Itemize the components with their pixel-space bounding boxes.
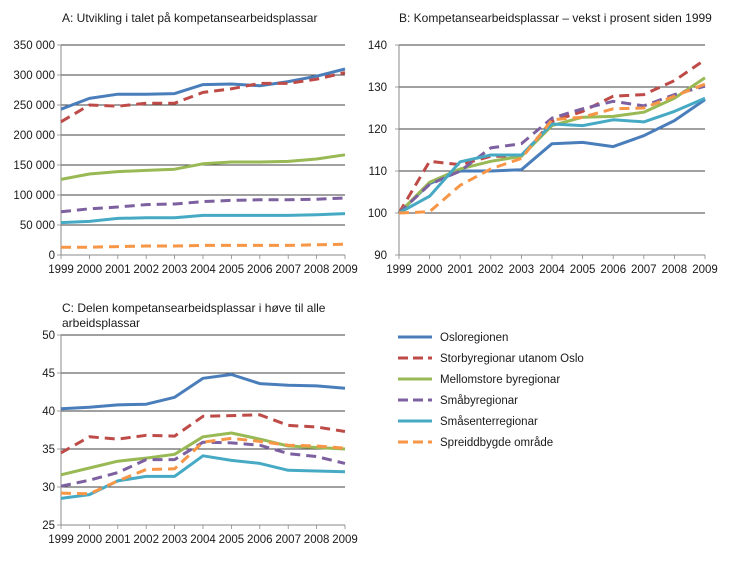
y-tick-label: 140 <box>368 40 387 52</box>
x-tick-label: 2005 <box>219 534 245 546</box>
x-tick-label: 2002 <box>133 534 159 546</box>
x-tick-label: 2001 <box>447 264 473 276</box>
series-line-storbyregionar-utanom-oslo <box>397 58 706 214</box>
x-tick-label: 2003 <box>162 264 188 276</box>
y-tick-label: 130 <box>368 82 387 94</box>
series-line-småbyregionar <box>60 196 346 214</box>
x-tick-label: 1999 <box>48 264 74 276</box>
legend-label: Spreiddbygde område <box>440 437 553 449</box>
x-tick-label: 2001 <box>105 534 131 546</box>
x-tick-label: 2004 <box>190 534 216 546</box>
y-tick-label: 100 <box>368 208 387 220</box>
x-tick-label: 2002 <box>478 264 504 276</box>
panel-c: C: Delen kompetansearbeidsplassar i høve… <box>42 301 358 546</box>
series-line-storbyregionar-utanom-oslo <box>60 413 346 455</box>
x-tick-label: 2007 <box>275 534 301 546</box>
y-tick-label: 90 <box>374 250 387 262</box>
legend-item: Spreiddbygde område <box>398 437 553 449</box>
panel-a: A: Utvikling i talet på kompetansearbeid… <box>13 11 357 276</box>
x-tick-label: 2001 <box>105 264 131 276</box>
x-tick-label: 2007 <box>631 264 657 276</box>
legend-label: Småbyregionar <box>440 395 518 407</box>
x-tick-label: 2008 <box>304 264 330 276</box>
series-line-småsenterregionar <box>60 454 346 500</box>
x-tick-label: 2008 <box>304 534 330 546</box>
legend-label: Storbyregionar utanom Oslo <box>440 353 584 365</box>
legend-item: Osloregionen <box>398 332 508 344</box>
legend-item: Småsenterregionar <box>398 416 538 428</box>
y-tick-label: 0 <box>49 250 55 262</box>
series-line-mellomstore-byregionar <box>60 431 346 477</box>
y-tick-label: 40 <box>42 406 55 418</box>
series-line-storbyregionar-utanom-oslo <box>60 71 346 124</box>
panel-b: B: Kompetansearbeidsplassar – vekst i pr… <box>368 11 718 276</box>
series-line-osloregionen <box>60 67 346 111</box>
x-tick-label: 2003 <box>509 264 535 276</box>
legend-label: Småsenterregionar <box>440 416 538 428</box>
legend-label: Mellomstore byregionar <box>440 374 560 386</box>
legend: Osloregionen Storbyregionar utanom Oslo Me… <box>398 332 584 449</box>
x-tick-label: 2000 <box>77 264 103 276</box>
legend-item: Småbyregionar <box>398 395 518 407</box>
x-tick-label: 2006 <box>600 264 626 276</box>
y-tick-label: 110 <box>369 166 387 178</box>
legend-item: Storbyregionar utanom Oslo <box>398 353 584 365</box>
x-tick-label: 1999 <box>48 534 74 546</box>
series-line-småsenterregionar <box>60 212 346 225</box>
y-tick-label: 25 <box>42 520 55 532</box>
y-tick-label: 250 000 <box>13 100 55 112</box>
series-line-osloregionen <box>60 373 346 411</box>
y-tick-label: 150 000 <box>13 160 55 172</box>
series-line-spreiddbygde-område <box>60 436 346 496</box>
y-tick-label: 50 000 <box>20 220 55 232</box>
y-tick-label: 120 <box>368 124 387 136</box>
series-line-spreiddbygde-område <box>61 242 346 249</box>
y-tick-label: 350 000 <box>13 40 55 52</box>
x-tick-label: 2009 <box>332 264 358 276</box>
y-tick-label: 300 000 <box>13 70 55 82</box>
x-tick-label: 2009 <box>692 264 718 276</box>
panel-title-line2: arbeidsplassar <box>62 316 140 330</box>
series-line-spreiddbygde-område <box>398 82 706 215</box>
y-tick-label: 30 <box>42 482 55 494</box>
y-tick-label: 50 <box>42 330 55 342</box>
x-tick-label: 2005 <box>570 264 596 276</box>
panel-title: A: Utvikling i talet på kompetansearbeid… <box>62 11 317 25</box>
x-tick-label: 2004 <box>539 264 565 276</box>
x-tick-label: 2002 <box>133 264 159 276</box>
x-tick-label: 2006 <box>247 264 273 276</box>
legend-label: Osloregionen <box>440 332 508 344</box>
x-tick-label: 2003 <box>162 534 188 546</box>
y-tick-label: 45 <box>42 368 55 380</box>
x-tick-label: 2008 <box>662 264 688 276</box>
y-tick-label: 100 000 <box>13 190 55 202</box>
series-line-mellomstore-byregionar <box>60 153 346 181</box>
x-tick-label: 2000 <box>417 264 443 276</box>
x-tick-label: 2007 <box>275 264 301 276</box>
y-tick-label: 200 000 <box>13 130 55 142</box>
legend-item: Mellomstore byregionar <box>398 374 560 386</box>
x-tick-label: 2006 <box>247 534 273 546</box>
x-tick-label: 2004 <box>190 264 216 276</box>
panel-title: B: Kompetansearbeidsplassar – vekst i pr… <box>399 11 712 25</box>
x-tick-label: 1999 <box>386 264 412 276</box>
series-line-småbyregionar <box>60 440 346 488</box>
series-line-småsenterregionar <box>398 96 706 215</box>
x-tick-label: 2000 <box>77 534 103 546</box>
x-tick-label: 2009 <box>332 534 358 546</box>
y-tick-label: 35 <box>42 444 55 456</box>
x-tick-label: 2005 <box>219 264 245 276</box>
panel-title: C: Delen kompetansearbeidsplassar i høve… <box>62 301 326 315</box>
